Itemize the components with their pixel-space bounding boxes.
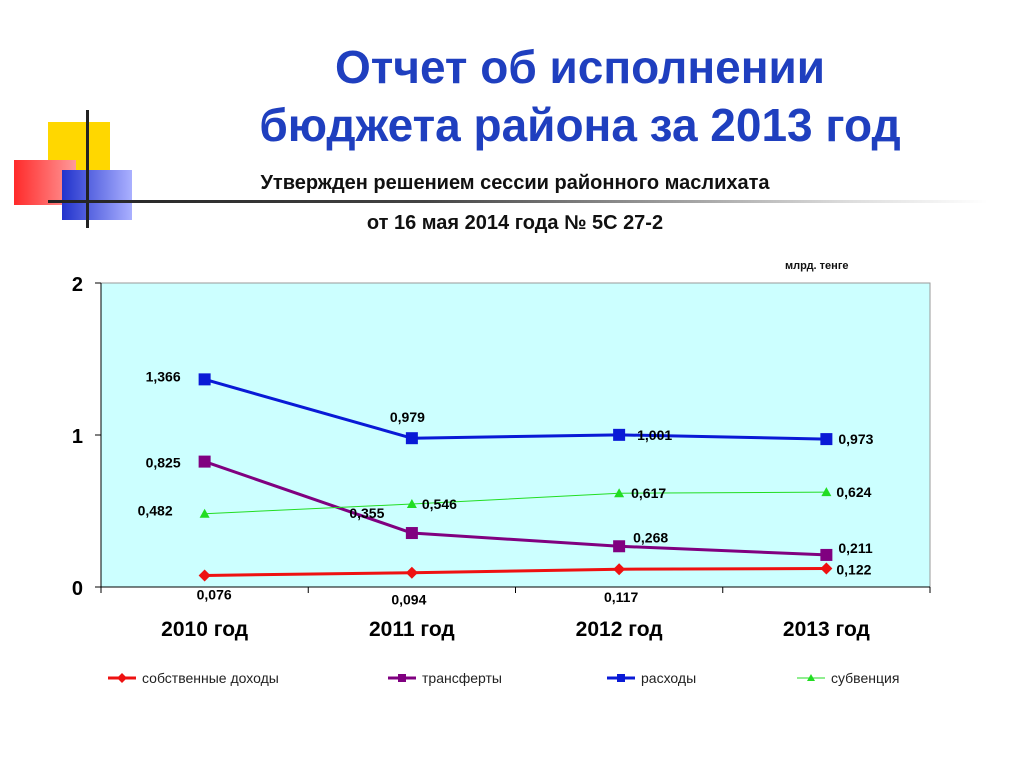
- decor-vertical-line: [86, 110, 89, 228]
- data-point: [613, 563, 626, 576]
- data-point: [198, 569, 211, 582]
- x-tick-label: 2013 год: [783, 618, 870, 641]
- data-point: [820, 433, 833, 446]
- legend-marker: [617, 674, 625, 682]
- y-tick-label: 1: [72, 426, 83, 448]
- data-point: [613, 540, 626, 553]
- data-label: 0,482: [138, 503, 173, 519]
- data-label: 0,076: [197, 586, 232, 602]
- x-tick-label: 2011 год: [369, 618, 455, 641]
- legend-label: трансферты: [422, 670, 502, 686]
- legend-label: собственные доходы: [142, 670, 279, 686]
- series-line: [204, 491, 827, 515]
- data-label: 0,355: [349, 505, 384, 521]
- plot-area: [100, 282, 931, 588]
- data-point: [199, 508, 210, 518]
- data-point: [820, 562, 833, 575]
- decor-horizontal-line: [48, 200, 988, 203]
- legend-label: субвенция: [831, 670, 899, 686]
- data-label: 0,973: [838, 431, 873, 447]
- data-label: 0,122: [836, 561, 871, 577]
- legend-marker: [398, 674, 406, 682]
- x-tick-label: 2012 год: [576, 618, 663, 641]
- data-label: 1,366: [146, 368, 181, 384]
- data-point: [406, 499, 417, 509]
- subtitle-line-1: Утвержден решением сессии районного масл…: [260, 172, 770, 194]
- data-point: [405, 527, 418, 540]
- title-line-2: бюджета района за 2013 год: [259, 99, 901, 151]
- x-tick-label: 2010 год: [161, 618, 248, 641]
- data-point: [820, 548, 833, 561]
- data-label: 0,617: [631, 485, 666, 501]
- slide-title: Отчет об исполнении бюджета района за 20…: [170, 38, 990, 154]
- data-point: [198, 373, 211, 386]
- data-label: 0,546: [422, 496, 457, 512]
- y-tick-label: 2: [72, 274, 83, 296]
- data-point: [821, 487, 832, 497]
- legend-label: расходы: [641, 670, 696, 686]
- data-label: 0,979: [390, 409, 425, 425]
- subtitle-line-2: от 16 мая 2014 года № 5С 27-2: [366, 212, 664, 234]
- title-line-1: Отчет об исполнении: [334, 41, 826, 93]
- data-label: 0,211: [838, 540, 872, 556]
- data-label: 0,094: [391, 592, 426, 608]
- data-point: [405, 432, 418, 445]
- data-label: 0,268: [633, 529, 668, 545]
- data-label: 0,117: [604, 589, 638, 605]
- data-label: 0,624: [836, 484, 871, 500]
- series-line: [204, 566, 827, 577]
- data-point: [613, 428, 626, 441]
- data-point: [198, 455, 211, 468]
- data-point: [614, 488, 625, 498]
- y-tick-label: 0: [72, 578, 83, 600]
- series-line: [204, 377, 827, 441]
- series-line: [204, 460, 827, 557]
- data-label: 0,825: [146, 455, 181, 471]
- data-point: [405, 566, 418, 579]
- data-label: 1,001: [637, 427, 672, 443]
- legend-marker: [117, 673, 127, 683]
- legend-marker: [807, 674, 815, 681]
- decor-blue-square: [62, 170, 132, 220]
- units-label: млрд. тенге: [785, 260, 849, 272]
